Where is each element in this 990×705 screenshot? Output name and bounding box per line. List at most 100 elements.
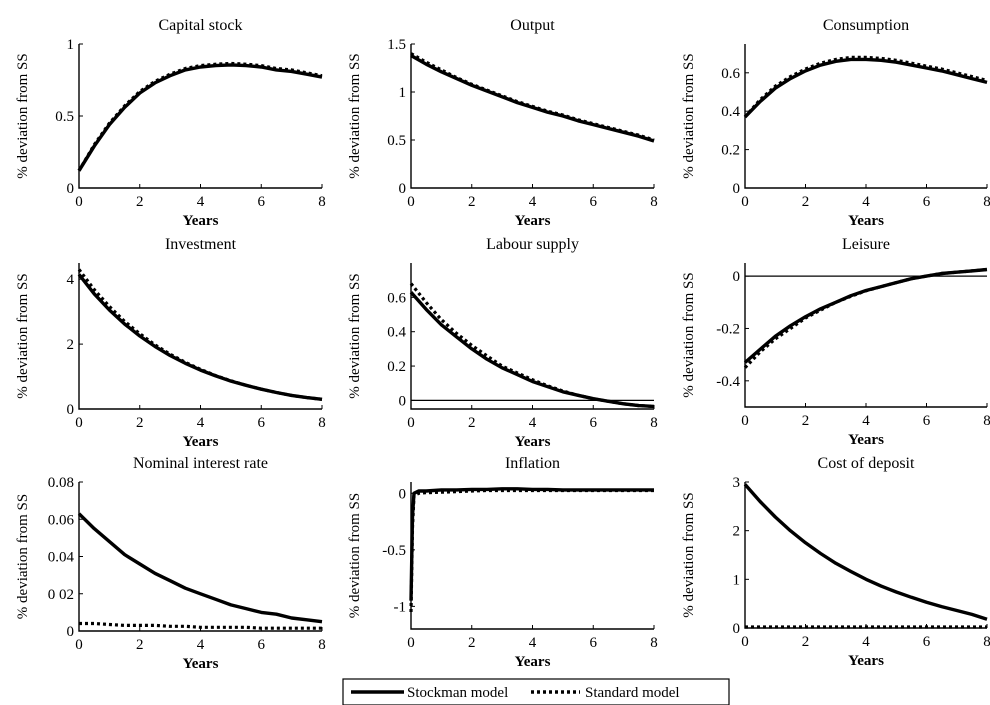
- series-line-stockman: [77, 512, 323, 624]
- x-tick-label: 2: [468, 415, 476, 431]
- x-tick-label: 2: [136, 415, 144, 431]
- axes-frame: [410, 263, 654, 410]
- y-tick-label: 0.2: [721, 143, 740, 159]
- chart-panel-6: Leisure % deviation from SS Years 0 2 4 6 8 -0.4…: [681, 236, 990, 448]
- x-tick-label: 8: [650, 194, 658, 210]
- x-tick-label: 4: [197, 194, 205, 210]
- x-tick-label: 2: [136, 194, 144, 210]
- series-line-stockman: [743, 57, 988, 119]
- chart-title: Inflation: [505, 455, 560, 472]
- y-axis-title: % deviation from SS: [15, 273, 31, 398]
- x-axis-title: Years: [515, 654, 551, 670]
- legend-label-stockman: Stockman model: [407, 685, 508, 701]
- axes-frame: [410, 44, 654, 189]
- axes-frame: [744, 482, 987, 629]
- x-tick-label: 4: [862, 634, 870, 650]
- x-tick-label: 6: [590, 635, 598, 651]
- y-tick-label: 0: [67, 181, 75, 197]
- y-tick-label: 0: [67, 624, 75, 640]
- axes-frame: [78, 482, 322, 632]
- y-tick-label: 0: [399, 486, 407, 502]
- x-tick-label: 2: [136, 637, 144, 653]
- x-axis-title: Years: [848, 213, 884, 229]
- axes-frame: [78, 263, 322, 410]
- y-axis-title: % deviation from SS: [681, 272, 697, 397]
- series-line-stockman: [77, 63, 323, 172]
- x-axis-title: Years: [183, 434, 219, 450]
- y-tick-label: 0.4: [721, 104, 740, 120]
- x-tick-label: 2: [802, 194, 810, 210]
- x-tick-label: 2: [802, 413, 810, 429]
- chart-panel-7: Nominal interest rate % deviation from SS…: [15, 455, 326, 672]
- x-axis-title: Years: [183, 656, 219, 672]
- y-tick-label: 0.06: [48, 512, 75, 528]
- x-tick-label: 6: [590, 194, 598, 210]
- y-tick-label: 0: [399, 393, 407, 409]
- y-tick-label: 0: [733, 621, 741, 637]
- chart-panel-9: Cost of deposit % deviation from SS Years 0…: [681, 455, 990, 669]
- x-tick-label: 0: [407, 635, 415, 651]
- x-tick-label: 8: [650, 415, 658, 431]
- chart-title: Nominal interest rate: [133, 455, 268, 472]
- x-tick-label: 0: [407, 194, 415, 210]
- x-tick-label: 6: [590, 415, 598, 431]
- x-tick-label: 0: [75, 194, 83, 210]
- series-line-standard: [409, 488, 654, 613]
- series-line-stockman: [77, 273, 323, 401]
- chart-title: Cost of deposit: [818, 455, 915, 472]
- y-axis-title: % deviation from SS: [15, 494, 31, 619]
- chart-panel-5: Labour supply % deviation from SS Years 0 2 4…: [347, 236, 658, 450]
- x-tick-label: 8: [983, 634, 990, 650]
- chart-title: Capital stock: [159, 17, 243, 34]
- chart-title: Output: [510, 17, 555, 34]
- x-axis-title: Years: [183, 213, 219, 229]
- y-tick-label: 0 02: [48, 587, 74, 603]
- chart-panel-1: Capital stock % deviation from SS Years 0 2 4…: [15, 17, 326, 229]
- x-tick-label: 8: [983, 413, 990, 429]
- y-tick-label: -0.2: [716, 321, 740, 337]
- x-tick-label: 0: [407, 415, 415, 431]
- y-tick-label: 0.04: [48, 550, 75, 566]
- chart-title: Leisure: [842, 236, 890, 253]
- y-tick-label: 3: [733, 475, 741, 491]
- y-tick-label: 1: [67, 37, 75, 53]
- chart-title: Consumption: [823, 17, 909, 34]
- y-tick-label: 1.5: [387, 37, 406, 53]
- chart-title: Labour supply: [486, 236, 579, 253]
- series-line-standard: [409, 282, 655, 408]
- y-tick-label: 0: [67, 402, 75, 418]
- chart-panel-4: Investment % deviation from SS Years 0 2 4 6 8 0…: [15, 236, 326, 450]
- x-tick-label: 2: [802, 634, 810, 650]
- y-axis-title: % deviation from SS: [347, 53, 363, 178]
- series-line-stockman: [743, 483, 988, 621]
- x-tick-label: 4: [529, 635, 537, 651]
- y-tick-label: 0.08: [48, 475, 74, 491]
- x-tick-label: 6: [258, 637, 266, 653]
- y-tick-label: 0.5: [55, 109, 74, 125]
- y-tick-label: -0.5: [382, 543, 406, 559]
- x-axis-title: Years: [848, 653, 884, 669]
- legend: Stockman model Standard model: [342, 678, 730, 705]
- y-tick-label: 0.6: [721, 66, 740, 82]
- x-axis-title: Years: [515, 434, 551, 450]
- x-tick-label: 4: [862, 194, 870, 210]
- x-tick-label: 8: [318, 637, 326, 653]
- y-tick-label: 4: [67, 272, 75, 288]
- y-tick-label: 0.5: [387, 133, 406, 149]
- y-tick-label: -1: [394, 599, 407, 615]
- series-line-stockman: [743, 267, 988, 364]
- x-tick-label: 6: [258, 194, 266, 210]
- series-line-stockman: [409, 291, 655, 409]
- x-tick-label: 8: [650, 635, 658, 651]
- series-line-stockman: [409, 487, 654, 601]
- axes-frame: [410, 482, 654, 630]
- x-tick-label: 6: [923, 634, 931, 650]
- y-axis-title: % deviation from SS: [681, 53, 697, 178]
- chart-panel-2: Output % deviation from SS Years 0 2 4 6 8 0 0.5 1…: [347, 17, 658, 229]
- y-tick-label: 2: [733, 524, 741, 540]
- x-tick-label: 8: [318, 194, 326, 210]
- x-tick-label: 6: [923, 413, 931, 429]
- y-tick-label: 1: [399, 85, 407, 101]
- legend-box: [342, 678, 730, 705]
